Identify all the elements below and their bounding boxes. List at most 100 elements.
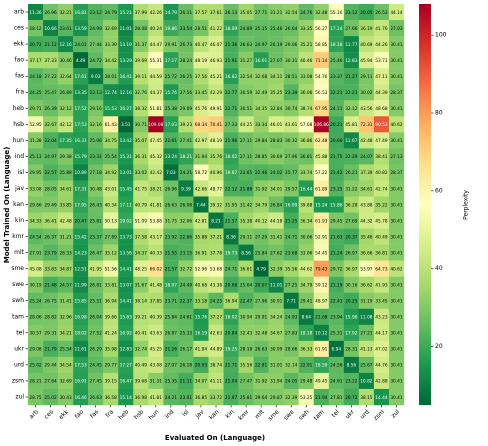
cell-label: 21.27 <box>345 74 358 80</box>
heatmap-cell <box>328 20 345 37</box>
heatmap-cell <box>268 388 284 406</box>
cell-label: 31.94 <box>195 154 208 160</box>
heatmap-cell <box>283 148 299 165</box>
heatmap-cell <box>58 324 74 342</box>
heatmap-cell <box>58 212 74 229</box>
cell-label: 19.67 <box>225 170 238 176</box>
heatmap-cell <box>178 84 194 101</box>
heatmap-cell <box>88 52 104 69</box>
cell-label: 13.29 <box>120 58 133 64</box>
cell-label: 36.81 <box>375 250 388 256</box>
heatmap-cell <box>73 260 89 277</box>
heatmap-cell <box>388 324 405 342</box>
heatmap-cell <box>43 84 59 101</box>
cell-label: 30.41 <box>390 315 403 321</box>
cell-label: 25.88 <box>59 170 72 176</box>
cell-label: 32.48 <box>315 10 328 16</box>
heatmap-cell <box>283 308 299 325</box>
heatmap-cell <box>223 372 239 390</box>
heatmap-cell <box>103 292 119 309</box>
cell-label: 23.92 <box>165 234 178 240</box>
heatmap-cell <box>73 132 89 149</box>
x-tick-label: ind <box>164 408 176 420</box>
cell-label: 19.86 <box>165 26 178 32</box>
cell-label: 21.68 <box>315 315 328 321</box>
heatmap-cell <box>118 276 134 293</box>
cell-label: 53.25 <box>300 395 313 401</box>
heatmap-cell <box>193 212 209 229</box>
cell-label: 3.51 <box>121 122 131 128</box>
cell-label: 42.66 <box>195 186 208 192</box>
heatmap-cell <box>388 36 405 53</box>
heatmap-cell <box>133 244 149 261</box>
heatmap-cell <box>73 324 89 342</box>
cell-label: 30.46 <box>59 58 72 64</box>
heatmap-cell <box>73 212 89 229</box>
cell-label: 53.71 <box>375 58 388 64</box>
heatmap-cell <box>283 372 299 390</box>
heatmap-cell <box>208 100 224 117</box>
cell-label: 15.53 <box>105 106 118 112</box>
heatmap-cell <box>283 132 299 149</box>
heatmap-cell <box>73 116 89 133</box>
cell-label: 42.97 <box>195 138 208 144</box>
cell-label: 45.32 <box>150 154 163 160</box>
heatmap-cell <box>28 356 44 374</box>
cell-label: 27.07 <box>270 58 283 64</box>
colorbar-tick-label: 100 <box>435 32 447 39</box>
cell-label: 28.85 <box>255 154 268 160</box>
cell-label: 43.61 <box>285 122 298 128</box>
heatmap-cell <box>88 308 104 325</box>
heatmap-cell <box>373 20 390 37</box>
heatmap-cell <box>358 148 375 165</box>
heatmap-cell <box>43 148 59 165</box>
heatmap-cell <box>43 308 59 325</box>
heatmap-cell <box>148 372 164 390</box>
cell-label: 29.77 <box>105 363 118 369</box>
cell-label: 26.53 <box>375 10 388 16</box>
heatmap-cell <box>268 356 284 374</box>
cell-label: 30.41 <box>390 74 403 80</box>
cell-label: 29.87 <box>270 395 283 401</box>
heatmap-cell <box>133 36 149 53</box>
cell-label: 29.64 <box>255 395 268 401</box>
cell-label: 29.66 <box>29 202 42 208</box>
cell-label: 33.83 <box>44 266 57 272</box>
heatmap-cell <box>373 180 390 197</box>
heatmap-cell <box>208 308 224 325</box>
heatmap-cell <box>238 36 254 53</box>
heatmap-cell <box>193 308 209 325</box>
cell-label: 38.32 <box>135 106 148 112</box>
y-tick-label: zul <box>15 393 24 400</box>
cell-label: 11.26 <box>29 10 42 16</box>
cell-label: 30.74 <box>285 106 298 112</box>
heatmap-cell <box>73 372 89 390</box>
heatmap-cell <box>253 244 269 261</box>
cell-label: 24.21 <box>165 395 178 401</box>
heatmap-cell <box>163 276 179 293</box>
heatmap-cell <box>373 276 390 293</box>
cell-label: 28.01 <box>105 74 118 80</box>
heatmap-cell <box>208 52 224 69</box>
cell-label: 26.13 <box>225 10 238 16</box>
heatmap-cell <box>268 180 284 197</box>
cell-label: 52.91 <box>315 234 328 240</box>
x-tick-label: heb <box>117 408 130 421</box>
heatmap-cell <box>343 116 360 133</box>
cell-label: 43.88 <box>360 202 373 208</box>
heatmap-cell <box>208 84 224 101</box>
y-tick-label: arb <box>14 9 24 16</box>
heatmap-cell <box>73 228 89 245</box>
heatmap-cell <box>388 228 405 245</box>
heatmap-cell <box>388 116 405 133</box>
cell-label: 25.13 <box>29 154 42 160</box>
heatmap-cell <box>43 340 59 358</box>
cell-label: 35.12 <box>105 250 118 256</box>
cell-label: 26.18 <box>180 363 193 369</box>
y-tick-label: swh <box>12 297 24 304</box>
cell-label: 36.66 <box>360 250 373 256</box>
cell-label: 28.31 <box>345 347 358 353</box>
heatmap-cell <box>253 100 269 117</box>
heatmap-cell <box>118 132 134 149</box>
heatmap-cell <box>373 260 390 277</box>
